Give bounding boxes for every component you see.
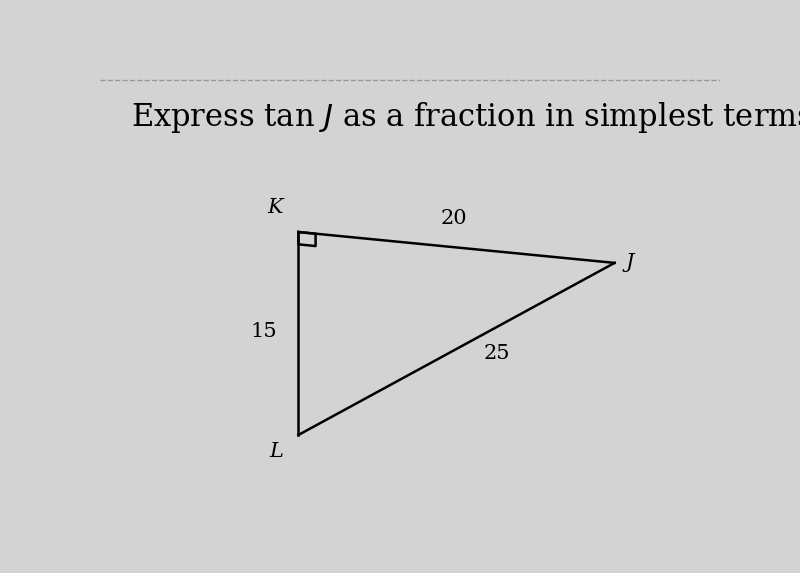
Text: L: L xyxy=(269,442,283,461)
Text: 25: 25 xyxy=(483,344,510,363)
Text: J: J xyxy=(626,253,634,272)
Text: 15: 15 xyxy=(250,322,277,341)
Text: Express tan $J$ as a fraction in simplest terms.: Express tan $J$ as a fraction in simples… xyxy=(131,100,800,135)
Text: K: K xyxy=(267,198,283,217)
Text: 20: 20 xyxy=(440,210,466,229)
